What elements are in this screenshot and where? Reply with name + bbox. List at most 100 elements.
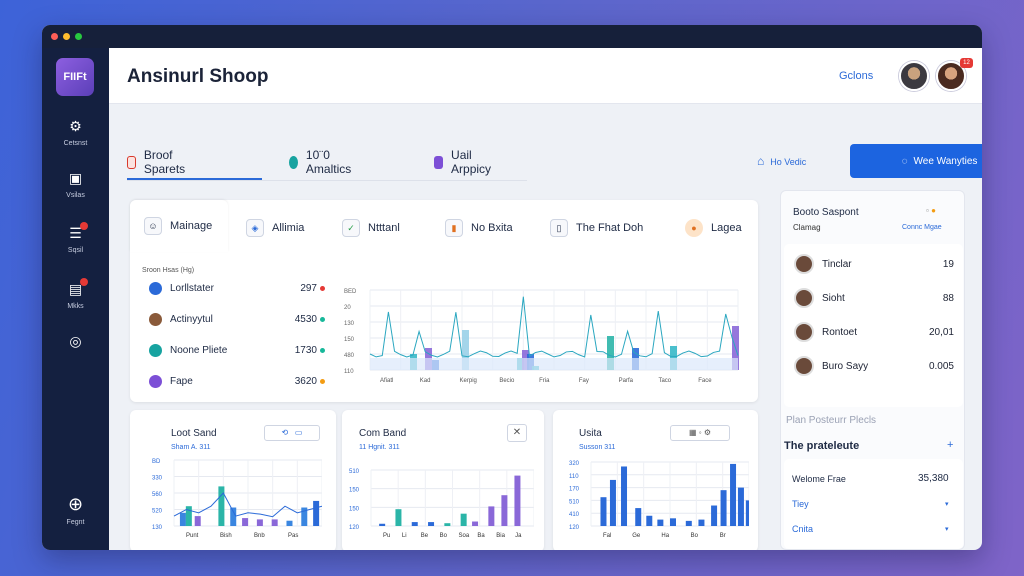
y-tick-label: BED (344, 289, 357, 295)
ranking-item[interactable]: Rontoet 20,01 (794, 317, 954, 347)
ranking-list (784, 244, 963, 407)
y-tick-label: 130 (152, 525, 163, 531)
x-tick-label: Kad (420, 378, 431, 384)
y-tick-label: 120 (569, 525, 580, 531)
gear-icon: ⚙ (69, 118, 82, 134)
subtab-label: Ntttanl (368, 222, 400, 234)
sidebar-item-label: Vsilas (66, 192, 85, 199)
app-window: FIIFt ⚙ Cetsnst ▣ Vsilas ☰ Sqsil ▤ Mkks … (42, 25, 982, 550)
check-icon: ✓ (342, 219, 360, 237)
subtab-lagea[interactable]: ● Lagea (685, 203, 742, 253)
summary-label: Welome Frae (792, 474, 846, 484)
card-controls[interactable]: ⟲ ▭ (264, 425, 320, 441)
card-title: Usita (579, 428, 602, 439)
x-tick-label: Li (402, 533, 407, 539)
globe-icon: ◎ (69, 333, 82, 349)
flower-icon (149, 375, 162, 388)
option-cnita[interactable]: Cnita (792, 524, 814, 534)
chart-bar (685, 520, 692, 526)
subtab-allimia[interactable]: ◈ Allimia (246, 203, 304, 253)
x-tick-label: Parfa (619, 378, 634, 384)
app-logo[interactable]: FIIFt (56, 58, 94, 96)
card-controls[interactable]: ▦ ◦ ⚙ (670, 425, 730, 441)
chart-bar (395, 509, 402, 526)
overview-item[interactable]: Lorllstater 297 (149, 282, 329, 296)
chart-bar (301, 507, 308, 526)
close-window-button[interactable] (51, 33, 58, 40)
chart-bar (711, 505, 718, 526)
x-tick-label: Kerpig (460, 378, 477, 384)
x-tick-label: Br (720, 533, 726, 539)
chart-bar (600, 497, 607, 526)
subtab-the-fhat-doh[interactable]: ▯ The Fhat Doh (550, 203, 643, 253)
tab-broof-sparets[interactable]: Broof Sparets (127, 144, 189, 180)
overview-item[interactable]: Fape 3620 (149, 375, 329, 389)
subtab-mainage[interactable]: ☺ Mainage (144, 201, 212, 251)
subtab-label: Allimia (272, 222, 305, 234)
summary-box (784, 459, 963, 549)
primary-action-button[interactable]: ◌ Wee Wanyties (850, 144, 982, 178)
active-tab-indicator (127, 178, 262, 180)
overview-item[interactable]: Noone Pliete 1730 (149, 344, 329, 358)
subtab-label: No Bxita (471, 222, 513, 234)
ranking-name: Sioht (822, 292, 845, 304)
collapse-icon[interactable]: ✕ (507, 424, 527, 442)
chart-bar (462, 330, 469, 370)
file-icon: ▮ (445, 219, 463, 237)
overview-item[interactable]: Actinyytul 4530 (149, 313, 329, 327)
chart-bar (488, 506, 495, 526)
y-tick-label: 120 (349, 525, 360, 531)
ranking-item[interactable]: Sioht 88 (794, 283, 954, 313)
tab-analytics[interactable]: 10¨0 Amaltics (289, 144, 355, 180)
overview-item-label: Fape (170, 376, 193, 387)
card-chart: BD 330 560 520 130 Punt Bish Bnb Pas (152, 459, 322, 539)
maximize-window-button[interactable] (75, 33, 82, 40)
status-dot (320, 286, 325, 291)
sidebar-item-globe[interactable]: ◎ (42, 333, 109, 351)
y-tick-label: BD (152, 459, 161, 465)
overview-caption: Sroon Hsas (Hg) (142, 267, 195, 274)
y-tick-label: 150 (349, 488, 360, 494)
minimize-window-button[interactable] (63, 33, 70, 40)
card-title: Loot Sand (171, 428, 217, 439)
add-icon[interactable]: + (947, 439, 954, 451)
chevron-down-icon[interactable]: ▾ (945, 526, 949, 533)
sidebar-item-support[interactable]: ⊕ Fegnt (42, 495, 109, 526)
chevron-down-icon[interactable]: ▾ (945, 501, 949, 508)
page-title: Ansinurl Shoop (127, 66, 269, 87)
y-tick-label: 560 (152, 492, 163, 498)
header-options-link[interactable]: Gclons (839, 70, 874, 82)
x-tick-label: Bia (496, 533, 505, 539)
chart-bar (737, 487, 744, 526)
panel-menu-icon[interactable]: ▫ ● (926, 206, 936, 215)
ranking-items: Tinclar 19 Sioht 88 Rontoet 20,01 Buro Sayy 0.0… (784, 244, 963, 407)
x-tick-label: Ha (661, 533, 669, 539)
chart-bar (609, 479, 616, 526)
chart-bar (194, 516, 201, 526)
option-tiey[interactable]: Tiey (792, 499, 809, 509)
home-link[interactable]: ⌂ Ho Vedic (757, 154, 806, 168)
ranking-item[interactable]: Buro Sayy 0.005 (794, 351, 954, 381)
chart-bar (256, 519, 263, 526)
subtab-label: Mainage (170, 220, 213, 232)
x-tick-label: Becio (499, 378, 515, 384)
avatar[interactable] (899, 61, 929, 91)
sidebar-item-mkks[interactable]: ▤ Mkks (42, 278, 109, 310)
subtab-no-bxita[interactable]: ▮ No Bxita (445, 203, 513, 253)
ranking-item[interactable]: Tinclar 19 (794, 249, 954, 279)
overview-item-label: Actinyytul (170, 314, 213, 325)
sidebar-item-settings[interactable]: ⚙ Cetsnst (42, 118, 109, 147)
box-icon: ▣ (68, 170, 83, 186)
x-tick-label: Bo (691, 533, 699, 539)
subtab-ntttanl[interactable]: ✓ Ntttanl (342, 203, 400, 253)
overview-item-label: Lorllstater (170, 283, 214, 294)
x-tick-label: Punt (186, 533, 199, 539)
x-tick-label: Pu (383, 533, 390, 539)
sidebar-item-vsilas[interactable]: ▣ Vsilas (42, 170, 109, 199)
right-panel-link[interactable]: Connc Mgae (902, 224, 942, 231)
app-icon (434, 155, 444, 169)
sidebar-item-sqsil[interactable]: ☰ Sqsil (42, 222, 109, 254)
avatar (794, 356, 814, 376)
tab-uail-arppicy[interactable]: Uail Arppicy (434, 144, 495, 180)
x-tick-label: Soa (459, 533, 470, 539)
